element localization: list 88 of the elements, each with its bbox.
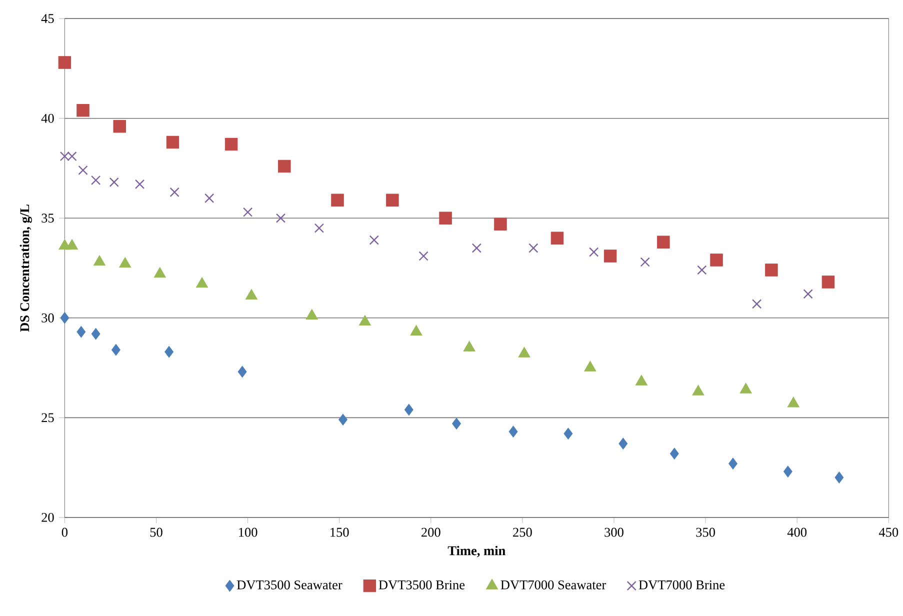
point bbox=[635, 374, 648, 386]
point bbox=[618, 438, 628, 450]
point bbox=[331, 194, 344, 207]
point bbox=[803, 289, 813, 299]
point bbox=[90, 175, 101, 186]
point bbox=[728, 458, 738, 470]
x-tick-label: 400 bbox=[787, 528, 807, 537]
point bbox=[752, 299, 762, 309]
point bbox=[452, 418, 461, 430]
point bbox=[418, 251, 428, 261]
point bbox=[166, 136, 180, 149]
point bbox=[112, 344, 120, 356]
point bbox=[528, 243, 538, 253]
x-tick-label: 300 bbox=[604, 528, 624, 537]
point bbox=[564, 428, 573, 440]
legend-label: DVT3500 Brine bbox=[378, 580, 465, 590]
point bbox=[204, 193, 214, 204]
point bbox=[508, 426, 518, 438]
point bbox=[518, 346, 530, 358]
point bbox=[740, 382, 752, 394]
point bbox=[93, 255, 106, 266]
x-axis-title: Time, min bbox=[448, 546, 506, 558]
legend-label: DVT3500 Seawater bbox=[236, 580, 342, 590]
point bbox=[196, 277, 208, 288]
point bbox=[60, 312, 70, 324]
point bbox=[584, 360, 596, 372]
point bbox=[640, 257, 650, 267]
point bbox=[91, 328, 100, 340]
point bbox=[113, 120, 126, 133]
y-tick-label: 45 bbox=[41, 14, 54, 24]
point bbox=[78, 165, 88, 176]
point bbox=[306, 309, 318, 320]
point bbox=[670, 448, 679, 460]
point bbox=[170, 187, 180, 198]
x-tick-label: 150 bbox=[330, 528, 349, 537]
x-tick-label: 200 bbox=[422, 528, 440, 537]
x-tick-label: 100 bbox=[239, 528, 258, 537]
point bbox=[494, 218, 507, 230]
point bbox=[238, 366, 247, 378]
point bbox=[463, 340, 476, 352]
point bbox=[66, 239, 78, 250]
point bbox=[697, 265, 707, 275]
point bbox=[657, 236, 670, 248]
y-tick-label: 40 bbox=[41, 114, 54, 123]
point bbox=[822, 276, 835, 288]
y-tick-label: 25 bbox=[42, 413, 54, 422]
y-tick-label: 35 bbox=[42, 214, 54, 223]
point bbox=[589, 247, 599, 257]
point bbox=[472, 243, 482, 253]
point bbox=[224, 138, 238, 151]
y-tick-label: 20 bbox=[42, 512, 54, 522]
point bbox=[76, 104, 90, 117]
point bbox=[369, 235, 379, 245]
point bbox=[604, 250, 617, 262]
point bbox=[58, 56, 72, 69]
point bbox=[834, 472, 844, 484]
point bbox=[276, 213, 286, 223]
point bbox=[338, 414, 348, 426]
point bbox=[154, 267, 166, 278]
point bbox=[550, 232, 564, 244]
point bbox=[439, 212, 452, 225]
point bbox=[710, 254, 723, 266]
y-tick-label: 30 bbox=[42, 313, 54, 322]
point bbox=[404, 404, 414, 416]
point bbox=[765, 264, 778, 276]
x-tick-label: 0 bbox=[62, 528, 68, 537]
point bbox=[134, 179, 145, 190]
point bbox=[278, 160, 291, 173]
point bbox=[787, 396, 800, 408]
x-tick-label: 350 bbox=[696, 528, 715, 537]
y-axis-title: DS Concentration, g/L bbox=[20, 204, 32, 332]
point bbox=[245, 289, 258, 300]
legend-label: DVT7000 Brine bbox=[638, 580, 725, 590]
x-tick-label: 450 bbox=[878, 528, 898, 537]
point bbox=[119, 257, 132, 268]
point bbox=[242, 207, 253, 217]
point bbox=[76, 326, 86, 338]
point bbox=[109, 177, 119, 188]
x-tick-label: 250 bbox=[513, 528, 532, 537]
point bbox=[410, 324, 422, 336]
x-tick-label: 50 bbox=[150, 528, 162, 537]
point bbox=[314, 223, 324, 233]
point bbox=[783, 466, 792, 478]
point bbox=[386, 194, 399, 207]
point bbox=[692, 384, 704, 396]
point bbox=[358, 315, 371, 326]
legend-label: DVT7000 Seawater bbox=[500, 580, 606, 590]
point bbox=[164, 346, 174, 358]
